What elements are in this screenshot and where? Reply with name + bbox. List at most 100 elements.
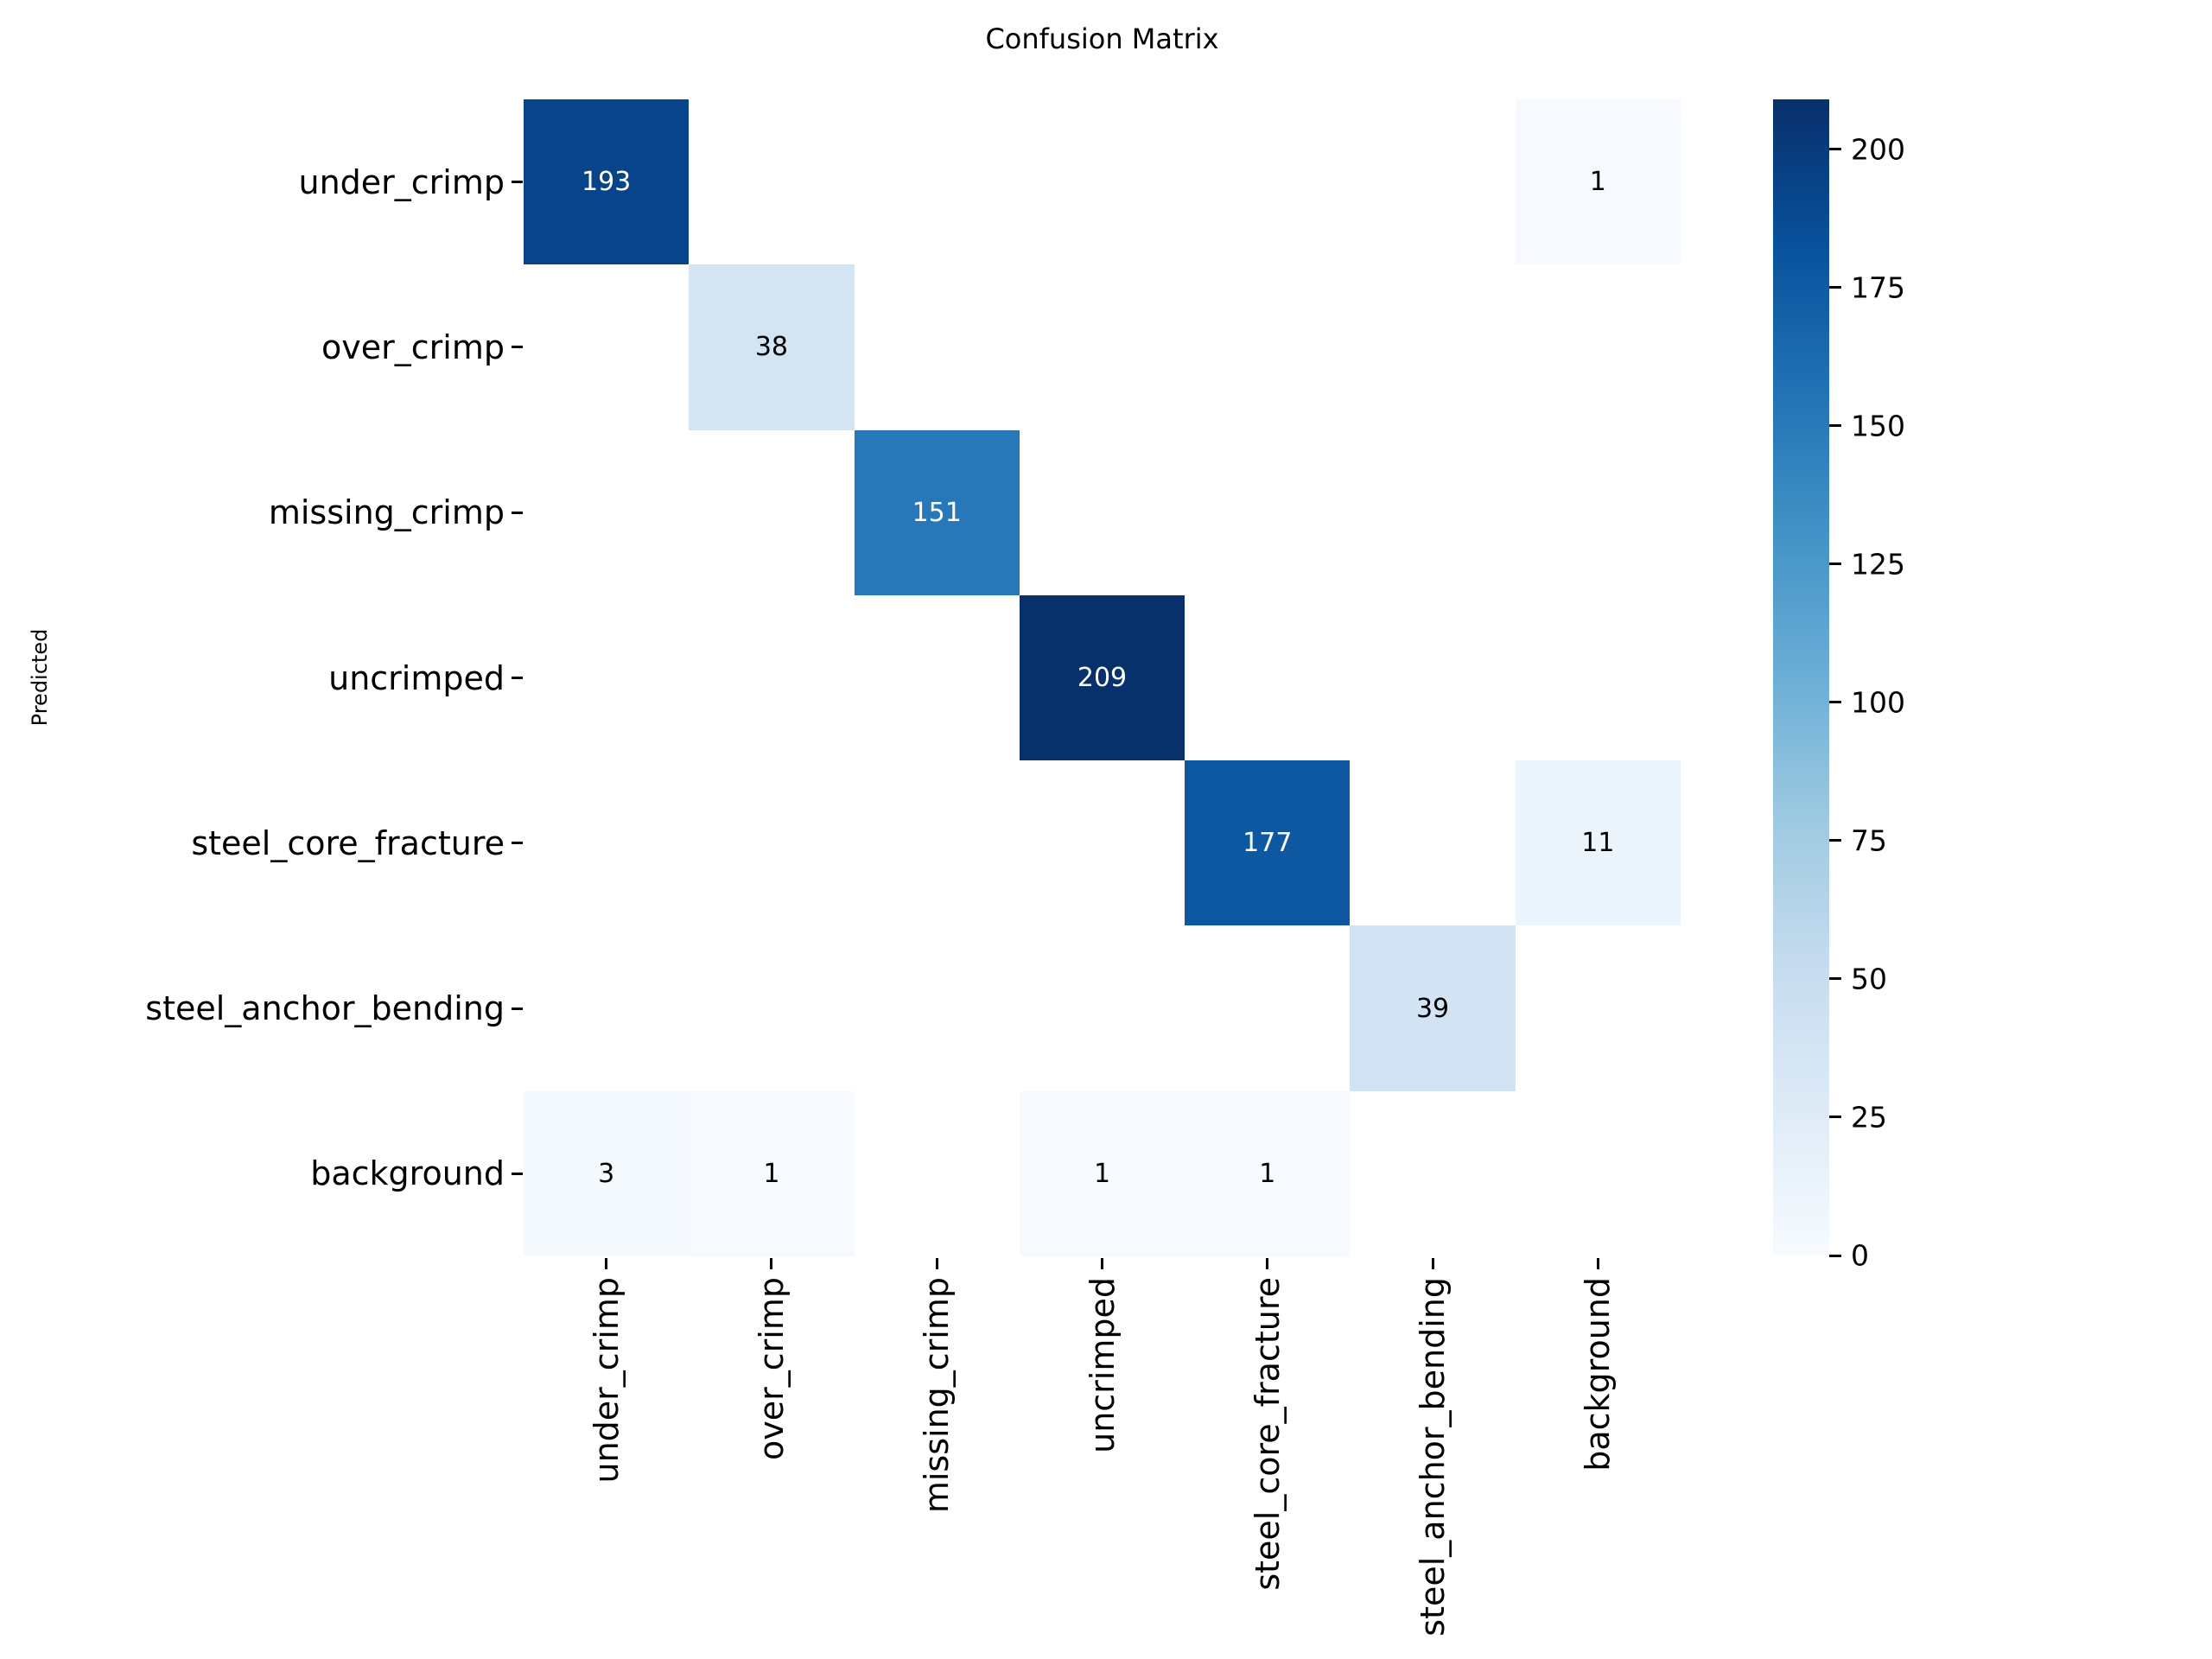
heatmap-cell: [524, 594, 690, 761]
cell-value: 3: [598, 1158, 615, 1189]
x-tick-label: steel_core_fracture: [1248, 1277, 1287, 1591]
cell-value: 1: [763, 1158, 780, 1189]
x-tick-label: steel_anchor_bending: [1414, 1277, 1452, 1637]
x-tick-mark: [1596, 1258, 1599, 1269]
heatmap-cell: [1515, 1090, 1681, 1256]
colorbar-tick-mark: [1829, 1116, 1841, 1119]
heatmap-cell: [1515, 925, 1681, 1091]
heatmap-cell: 177: [1185, 760, 1351, 926]
cell-value: 193: [582, 167, 632, 198]
heatmap-cell: [1515, 594, 1681, 761]
heatmap-cell: [854, 594, 1020, 761]
colorbar-tick-label: 125: [1851, 547, 1905, 582]
colorbar-tick-label: 100: [1851, 685, 1905, 720]
heatmap-cell: [854, 264, 1020, 430]
y-tick-mark: [512, 181, 523, 184]
chart-title: Confusion Matrix: [985, 22, 1219, 55]
heatmap-cell: [1019, 429, 1185, 595]
colorbar-tick-mark: [1829, 977, 1841, 981]
colorbar-tick-mark: [1829, 839, 1841, 842]
x-tick-mark: [770, 1258, 773, 1269]
x-tick-mark: [935, 1258, 938, 1269]
heatmap-cell: [1185, 429, 1351, 595]
cell-value: 39: [1415, 993, 1450, 1024]
heatmap-cell: [1185, 925, 1351, 1091]
heatmap-cell: [1019, 925, 1185, 1091]
cell-value: 1: [1093, 1158, 1111, 1189]
colorbar-tick-mark: [1829, 701, 1841, 704]
heatmap-cell: [854, 925, 1020, 1091]
colorbar-tick-mark: [1829, 563, 1841, 566]
heatmap-cell: [1019, 99, 1185, 265]
heatmap-cell: 38: [689, 264, 855, 430]
y-tick-mark: [512, 346, 523, 349]
x-tick-mark: [1101, 1258, 1103, 1269]
heatmap-cell: 39: [1350, 925, 1516, 1091]
heatmap-cell: [689, 99, 855, 265]
heatmap-cell: [1515, 429, 1681, 595]
colorbar-tick-label: 50: [1851, 962, 1887, 996]
heatmap-cell: 11: [1515, 760, 1681, 926]
heatmap-cell: [1185, 99, 1351, 265]
y-tick-label: under_crimp: [298, 162, 505, 201]
cell-value: 151: [912, 497, 962, 528]
y-tick-label: background: [310, 1154, 505, 1193]
heatmap-cell: [524, 429, 690, 595]
cell-value: 177: [1243, 828, 1293, 859]
heatmap-cell: [1350, 99, 1516, 265]
x-tick-mark: [1266, 1258, 1269, 1269]
y-tick-mark: [512, 842, 523, 845]
heatmap-cell: 209: [1019, 594, 1185, 761]
y-tick-mark: [512, 511, 523, 514]
y-tick-label: uncrimped: [328, 658, 505, 697]
heatmap-cell: [1019, 264, 1185, 430]
heatmap-cell: [524, 264, 690, 430]
heatmap-cell: [1515, 264, 1681, 430]
y-tick-label: missing_crimp: [268, 493, 505, 532]
heatmap-cell: [1350, 760, 1516, 926]
y-tick-mark: [512, 1172, 523, 1175]
colorbar: [1773, 99, 1829, 1255]
colorbar-tick-label: 75: [1851, 823, 1887, 858]
heatmap-cell: 193: [524, 99, 690, 265]
heatmap-cell: [689, 594, 855, 761]
cell-value: 11: [1581, 828, 1615, 859]
x-tick-label: under_crimp: [587, 1277, 626, 1484]
heatmap-cell: 1: [689, 1090, 855, 1256]
x-tick-mark: [605, 1258, 608, 1269]
heatmap-cell: [854, 1090, 1020, 1256]
colorbar-tick-label: 0: [1851, 1238, 1869, 1273]
colorbar-tick-label: 25: [1851, 1100, 1887, 1135]
heatmap-cell: 3: [524, 1090, 690, 1256]
y-tick-label: steel_core_fracture: [191, 823, 505, 862]
confusion-matrix-heatmap: 193 1 38 151 209 177 11 39 3 1 1 1: [524, 99, 1681, 1256]
heatmap-cell: 151: [854, 429, 1020, 595]
cell-value: 209: [1077, 662, 1128, 693]
colorbar-tick-mark: [1829, 286, 1841, 289]
heatmap-cell: [524, 760, 690, 926]
colorbar-tick-label: 150: [1851, 409, 1905, 443]
colorbar-tick-mark: [1829, 148, 1841, 151]
heatmap-cell: [689, 429, 855, 595]
cell-value: 1: [1259, 1158, 1276, 1189]
heatmap-cell: [524, 925, 690, 1091]
heatmap-cell: [1019, 760, 1185, 926]
cell-value: 1: [1589, 167, 1606, 198]
colorbar-tick-label: 200: [1851, 132, 1905, 167]
x-tick-mark: [1431, 1258, 1434, 1269]
heatmap-cell: [854, 99, 1020, 265]
heatmap-cell: [854, 760, 1020, 926]
colorbar-tick-label: 175: [1851, 270, 1905, 305]
heatmap-cell: [689, 925, 855, 1091]
heatmap-cell: [1350, 429, 1516, 595]
heatmap-cell: [1350, 594, 1516, 761]
x-tick-label: over_crimp: [752, 1277, 791, 1460]
x-tick-label: missing_crimp: [918, 1277, 957, 1514]
y-tick-label: over_crimp: [321, 327, 505, 366]
cell-value: 38: [754, 332, 789, 363]
heatmap-cell: 1: [1185, 1090, 1351, 1256]
heatmap-cell: [1350, 1090, 1516, 1256]
heatmap-cell: [1185, 264, 1351, 430]
x-tick-label: background: [1579, 1277, 1618, 1471]
heatmap-cell: 1: [1515, 99, 1681, 265]
